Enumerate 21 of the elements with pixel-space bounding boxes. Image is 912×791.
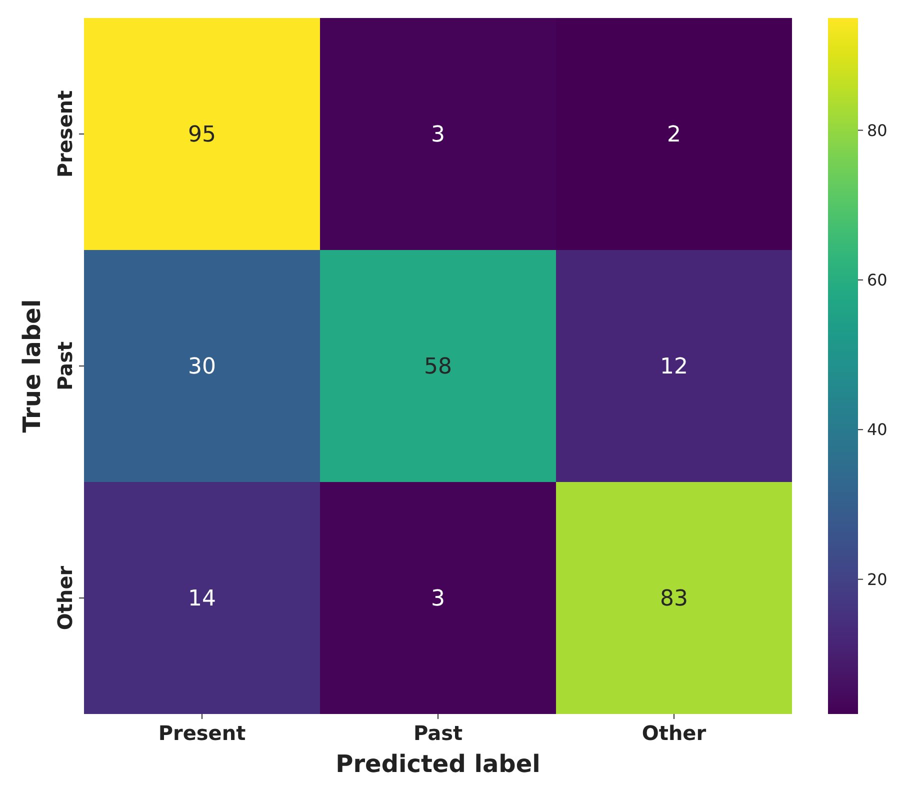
data-label: 2 (667, 122, 681, 148)
y-tick-label: Other (53, 566, 77, 630)
x-axis-title: Predicted label (336, 750, 540, 778)
data-label: 3 (431, 586, 445, 612)
y-tick-label: Past (53, 341, 77, 391)
x-tick-label: Past (413, 721, 463, 745)
color-bar-label: 20 (867, 570, 888, 589)
data-label: 14 (188, 586, 216, 612)
color-bar-label: 40 (867, 420, 888, 440)
color-bar-label: 80 (867, 120, 888, 140)
x-tick-label: Present (158, 721, 246, 745)
y-axis-title: True label (18, 299, 46, 433)
data-label: 3 (431, 122, 445, 148)
data-label: 83 (660, 586, 688, 612)
x-tick-label: Other (642, 721, 706, 745)
color-bar-label: 60 (867, 270, 888, 290)
data-label: 30 (188, 354, 216, 380)
data-label: 95 (188, 122, 216, 148)
y-tick-label: Present (53, 90, 77, 178)
data-label: 12 (660, 354, 688, 380)
data-label: 58 (424, 354, 452, 380)
